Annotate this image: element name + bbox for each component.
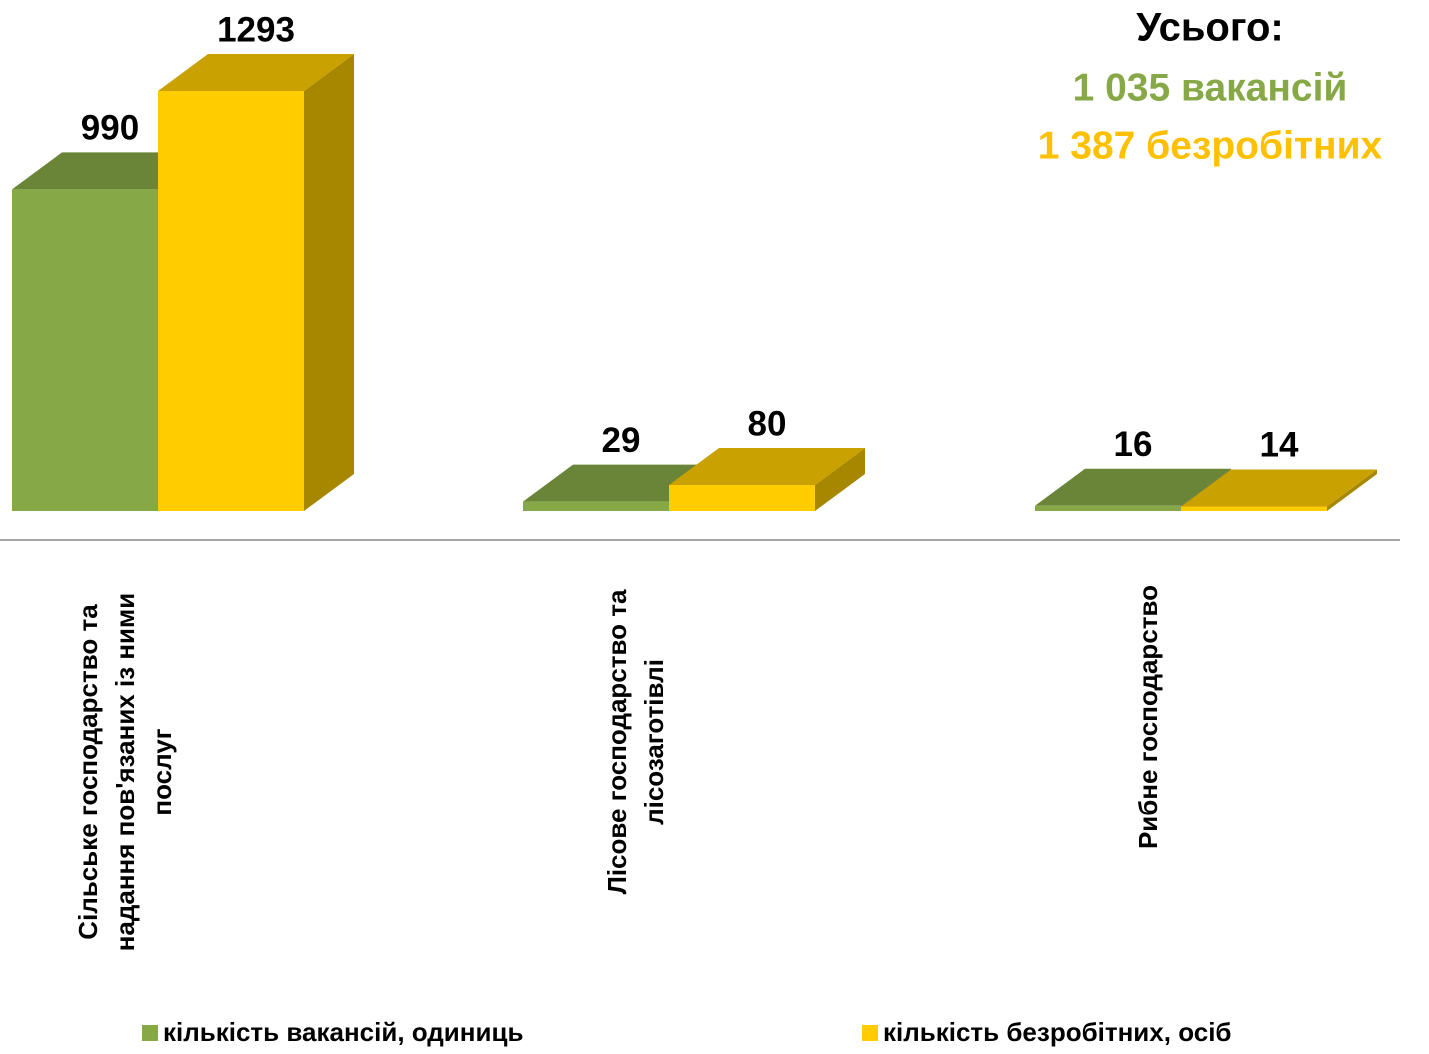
legend-swatch [142,1025,158,1041]
bar-front [1035,505,1181,511]
bar-front [523,501,669,511]
data-label: 990 [81,109,139,148]
bar-front [1181,506,1327,511]
bar [669,448,865,511]
bar-top [158,54,354,91]
bar [1181,469,1377,511]
x-tick-label: Рибне господарство [1132,584,1163,850]
bar-side [304,54,354,511]
bar-top [1035,468,1231,506]
legend-label: кількість вакансій, одиниць [163,1017,523,1047]
bar-top [669,448,865,486]
bar-side [1327,469,1377,511]
data-label: 14 [1260,426,1299,465]
annotation: 1 035 вакансій [1073,66,1348,109]
annotation: 1 387 безробітних [1038,124,1383,167]
bar-front [669,485,815,511]
bar-front [12,189,158,511]
data-label: 1293 [217,10,295,49]
bar-top [1181,469,1377,507]
data-label: 16 [1114,425,1153,464]
bar-side [815,448,865,511]
data-label: 29 [602,421,641,460]
legend-label: кількість безробітних, осіб [883,1017,1231,1047]
bar [158,54,354,511]
x-tick-label: Сільське господарство та надання пов'яза… [72,592,177,952]
legend-swatch [862,1025,878,1041]
data-label: 80 [748,404,787,443]
bar-front [158,91,304,511]
x-tick-label: Лісове господарство та лісозаготівлі [602,589,669,895]
annotation: Усього: [1136,6,1284,50]
